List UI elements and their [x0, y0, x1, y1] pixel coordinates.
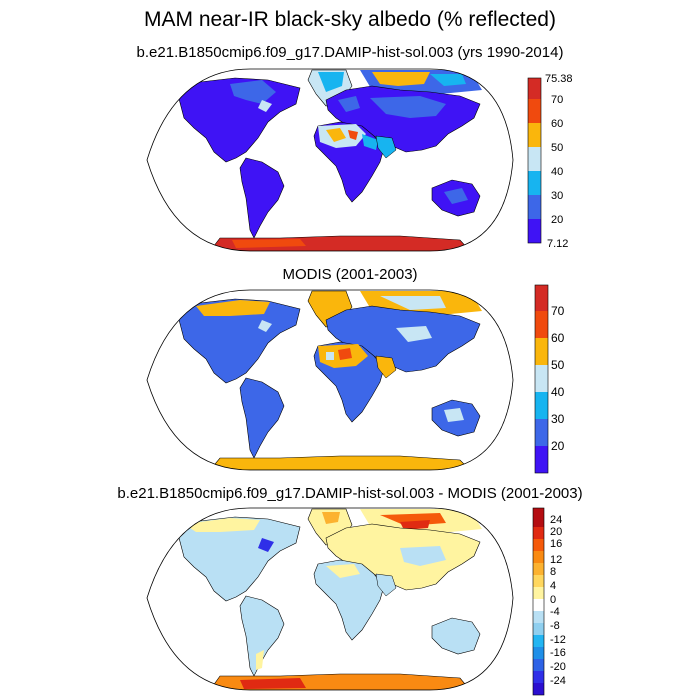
colorbar-3-segment	[533, 587, 544, 599]
colorbar-3-label: 24	[550, 514, 562, 526]
south-america-land	[239, 377, 285, 459]
australia-land	[431, 617, 481, 655]
colorbar-3: 24 20 16 12 8 4 0 -4 -8 -12 -16 -20 -24	[532, 507, 566, 696]
colorbar-2-segment	[535, 365, 548, 392]
colorbar-2-label: 30	[551, 412, 565, 426]
map-panel-2	[146, 289, 514, 471]
figure-title: MAM near-IR black-sky albedo (% reflecte…	[144, 8, 556, 31]
map-border-1	[146, 68, 514, 252]
colorbar-3-segment	[533, 635, 544, 647]
colorbar-2-label: 20	[551, 439, 565, 453]
colorbar-1-label: 20	[551, 214, 563, 226]
colorbar-1-segment	[528, 147, 541, 171]
colorbar-1-label: 75.38	[545, 73, 573, 85]
colorbar-3-label: -20	[550, 661, 566, 673]
colorbar-2-segment	[535, 285, 548, 311]
colorbar-3-segment	[533, 647, 544, 659]
colorbar-3-label: -16	[550, 647, 566, 659]
colorbar-1-segment	[528, 78, 541, 99]
south-america-land	[239, 595, 285, 677]
colorbar-1-segment	[528, 171, 541, 195]
colorbar-1-label: 40	[551, 166, 563, 178]
map-border-2	[146, 289, 514, 471]
colorbar-2-segment	[535, 419, 548, 446]
colorbar-3-segment	[533, 563, 544, 575]
colorbar-3-label: 16	[550, 538, 562, 550]
africa-land	[313, 559, 385, 641]
colorbar-3-segment	[533, 539, 544, 551]
colorbar-3-segment	[533, 659, 544, 671]
colorbar-3-segment	[533, 683, 544, 695]
colorbar-3-label: 12	[550, 554, 562, 566]
colorbar-1-segment	[528, 123, 541, 147]
panel-3-title: b.e21.B1850cmip6.f09_g17.DAMIP-hist-sol.…	[117, 485, 583, 502]
colorbar-3-segment	[533, 575, 544, 587]
south-america-land	[239, 157, 285, 239]
north-america-land	[177, 516, 301, 602]
colorbar-2-label: 70	[551, 304, 565, 318]
colorbar-2-segment	[535, 338, 548, 365]
north-america-land	[177, 298, 301, 384]
colorbar-1-segment	[528, 219, 541, 243]
colorbar-1-label: 30	[551, 190, 563, 202]
colorbar-3-label: 20	[550, 526, 562, 538]
colorbar-3-label: -12	[550, 634, 566, 646]
colorbar-2-label: 40	[551, 385, 565, 399]
colorbar-3-label: 8	[550, 566, 556, 578]
colorbar-3-label: 4	[550, 580, 556, 592]
panel-2-title: MODIS (2001-2003)	[282, 266, 418, 283]
colorbar-3-segment	[533, 527, 544, 539]
colorbar-1-label: 50	[551, 142, 563, 154]
colorbar-3-label: -24	[550, 675, 566, 687]
colorbar-3-segment	[533, 508, 544, 527]
north-america-land	[177, 77, 301, 163]
colorbar-2: 20 30 40 50 60 70	[534, 284, 565, 474]
colorbar-1-label: 60	[551, 118, 563, 130]
colorbar-3-label: -4	[550, 606, 560, 618]
colorbar-3-segment	[533, 599, 544, 611]
antarctica-land	[209, 455, 471, 470]
colorbar-3-segment	[533, 623, 544, 635]
map-border-3	[146, 507, 514, 691]
colorbar-1: 7.12 20 30 40 50 60 70 75.38	[527, 73, 573, 250]
colorbar-2-label: 50	[551, 358, 565, 372]
colorbar-2-label: 60	[551, 331, 565, 345]
colorbar-1-segment	[528, 99, 541, 123]
colorbar-1-label: 70	[551, 94, 563, 106]
panel-1-title: b.e21.B1850cmip6.f09_g17.DAMIP-hist-sol.…	[136, 44, 564, 61]
colorbar-3-label: -8	[550, 620, 560, 632]
colorbar-2-segment	[535, 392, 548, 419]
colorbar-1-segment	[528, 195, 541, 219]
colorbar-3-segment	[533, 551, 544, 563]
colorbar-3-segment	[533, 671, 544, 683]
colorbar-2-segment	[535, 446, 548, 473]
colorbar-3-label: 0	[550, 594, 556, 606]
map-panel-3	[146, 507, 514, 691]
colorbar-3-segment	[533, 611, 544, 623]
colorbar-2-segment	[535, 311, 548, 338]
map-panel-1	[146, 68, 514, 252]
colorbar-1-label: 7.12	[547, 238, 568, 250]
